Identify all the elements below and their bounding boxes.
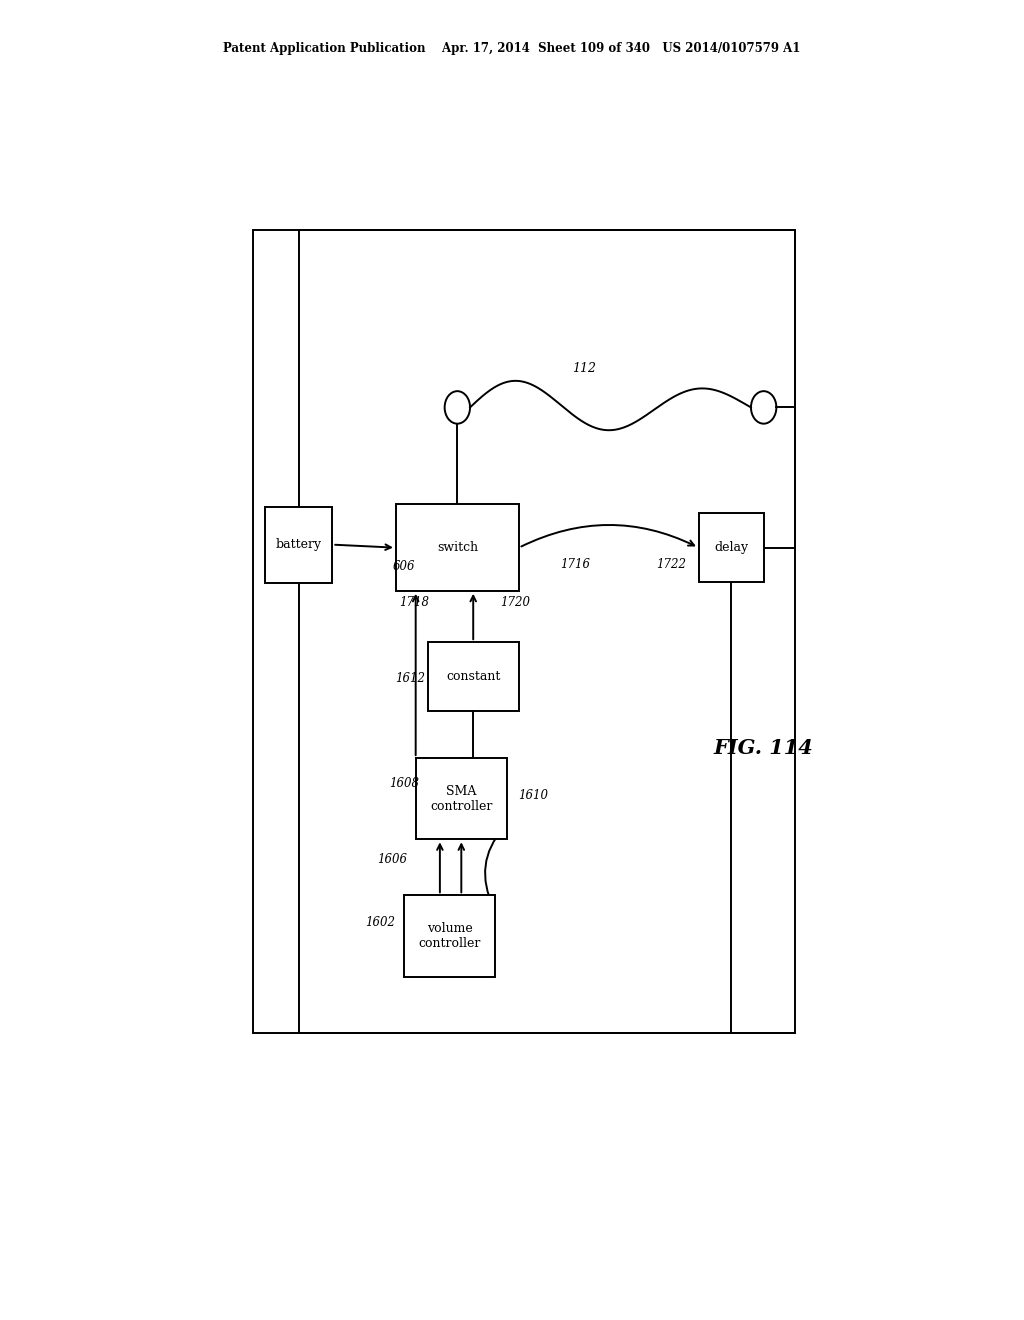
Bar <box>396 504 519 591</box>
Text: 1720: 1720 <box>501 597 530 609</box>
Bar <box>265 507 333 582</box>
Text: 1718: 1718 <box>398 597 429 609</box>
Bar <box>428 643 519 711</box>
Bar <box>416 758 507 840</box>
Text: 1602: 1602 <box>366 916 395 929</box>
Text: 1608: 1608 <box>389 777 419 789</box>
Text: Patent Application Publication    Apr. 17, 2014  Sheet 109 of 340   US 2014/0107: Patent Application Publication Apr. 17, … <box>223 42 801 55</box>
Text: 1612: 1612 <box>394 672 425 685</box>
Text: 1610: 1610 <box>518 789 548 803</box>
Text: SMA
controller: SMA controller <box>430 784 493 813</box>
Text: 606: 606 <box>393 561 416 573</box>
Text: 1716: 1716 <box>560 558 590 572</box>
Text: 1606: 1606 <box>377 853 408 866</box>
Text: 112: 112 <box>572 362 596 375</box>
Bar <box>253 230 795 1032</box>
Text: FIG. 114: FIG. 114 <box>713 738 813 758</box>
Text: delay: delay <box>714 541 749 554</box>
Text: switch: switch <box>437 541 478 554</box>
Bar <box>403 895 495 977</box>
Text: battery: battery <box>275 539 322 552</box>
Bar <box>698 513 764 582</box>
Text: volume
controller: volume controller <box>418 921 480 950</box>
Text: 1722: 1722 <box>656 558 687 572</box>
Text: constant: constant <box>446 671 501 684</box>
